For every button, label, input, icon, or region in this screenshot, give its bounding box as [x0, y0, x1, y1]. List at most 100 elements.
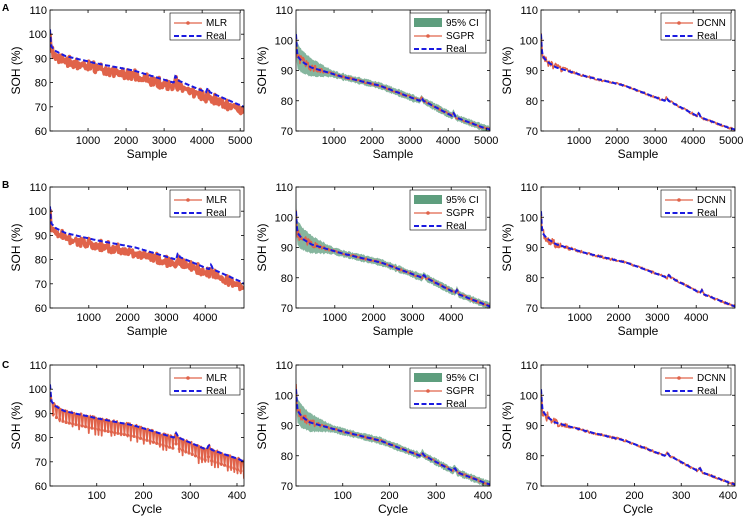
x-tick-label: 300 [672, 490, 690, 502]
legend-pred-marker [186, 198, 190, 202]
x-axis-label: Sample [618, 147, 659, 161]
y-tick-label: 80 [281, 273, 293, 285]
plot-area [541, 389, 735, 486]
pred-marker [135, 435, 139, 439]
pred-marker [226, 464, 230, 468]
legend-real-label: Real [206, 208, 227, 219]
pred-marker [83, 425, 88, 429]
pred-marker [100, 428, 104, 432]
pred-series [50, 209, 244, 292]
legend-real-label: Real [697, 208, 718, 219]
pred-series [541, 212, 735, 307]
row-label-b: B [2, 180, 9, 191]
legend: DCNN Real [660, 189, 732, 219]
y-tick-label: 110 [520, 182, 538, 194]
pred-marker [103, 429, 107, 433]
panel-b-mid: 70 80 90 100 110 1000 2000 3000 4000 Sample SOH (%… [255, 182, 491, 338]
real-series [50, 384, 244, 463]
axes-box [49, 9, 245, 132]
y-tick-label: 110 [520, 5, 538, 17]
axes-box [49, 364, 245, 487]
x-tick-label: 2000 [605, 135, 629, 147]
pred-marker [58, 417, 62, 421]
pred-marker [223, 463, 227, 467]
x-tick-label: 100 [334, 490, 352, 502]
y-tick-label: 90 [526, 421, 538, 433]
x-tick-label: 100 [88, 490, 106, 502]
pred-series [50, 33, 244, 116]
pred-marker [203, 458, 207, 462]
pred-marker [61, 419, 65, 423]
x-tick-label: 1000 [322, 135, 346, 147]
panel-c-right: 70 80 90 100 110 100 200 300 400 Cycle SOH (%) DCNN… [500, 360, 737, 516]
x-tick-label: 2000 [360, 135, 384, 147]
pred-marker [216, 461, 220, 465]
pred-marker [174, 442, 178, 446]
legend-pred-label: MLR [206, 195, 227, 206]
legend-real-label: Real [697, 31, 718, 42]
y-tick-label: 80 [35, 78, 47, 90]
x-axis-label: Sample [373, 324, 414, 338]
pred-marker [161, 443, 165, 447]
x-tick-label: 4000 [684, 312, 708, 324]
panel-b-right: 70 80 90 100 110 1000 2000 3000 4000 Sample SOH (%… [500, 182, 736, 338]
panel-b-left: 60 70 80 90 100 110 1000 2000 3000 4000 Sample SOH … [9, 182, 245, 338]
x-tick-label: 3000 [154, 312, 178, 324]
real-series [541, 389, 735, 486]
y-tick-label: 110 [29, 360, 47, 372]
legend-pred-label: DCNN [697, 18, 726, 29]
y-tick-label: 90 [526, 243, 538, 255]
y-axis-label: SOH (%) [9, 401, 23, 449]
legend-ci-swatch [414, 195, 442, 204]
pred-marker [122, 432, 126, 437]
y-tick-label: 110 [29, 182, 47, 194]
x-tick-label: 200 [380, 490, 398, 502]
x-tick-label: 4000 [439, 312, 463, 324]
x-tick-label: 3000 [645, 312, 669, 324]
x-axis-label: Cycle [623, 502, 653, 516]
panel-a-mid: 70 80 90 100 110 1000 2000 3000 4000 5000 Sample SO… [255, 5, 498, 161]
pred-marker [210, 459, 214, 463]
y-tick-label: 70 [281, 126, 293, 138]
legend-pred-marker [426, 211, 430, 215]
y-tick-label: 70 [35, 279, 47, 291]
y-axis-label: SOH (%) [255, 223, 269, 271]
y-tick-label: 70 [281, 481, 293, 493]
legend-box [169, 367, 241, 396]
legend-ci-swatch [414, 373, 442, 382]
pred-marker [197, 455, 201, 459]
y-tick-label: 70 [35, 457, 47, 469]
x-tick-label: 1000 [567, 135, 591, 147]
x-tick-label: 1000 [323, 312, 347, 324]
pred-marker [106, 429, 110, 433]
y-tick-label: 80 [281, 96, 293, 108]
legend-ci-swatch [414, 18, 442, 27]
plot-area [296, 20, 490, 131]
y-tick-label: 90 [281, 421, 293, 433]
pred-marker [180, 448, 185, 452]
y-tick-label: 70 [35, 102, 47, 114]
pred-series [296, 383, 490, 486]
pred-series [541, 33, 735, 131]
legend-ci-label: 95% CI [446, 195, 479, 206]
plot-area [296, 376, 490, 486]
legend: 95% CI SGPR Real [409, 189, 487, 232]
y-axis-label: SOH (%) [9, 223, 23, 271]
pred-marker [177, 447, 181, 451]
pred-marker [184, 450, 188, 454]
pred-marker [80, 424, 84, 428]
pred-marker [155, 441, 159, 445]
pred-marker [213, 460, 217, 464]
y-tick-label: 90 [35, 230, 47, 242]
legend: 95% CI SGPR Real [409, 367, 487, 410]
x-axis-label: Cycle [378, 502, 408, 516]
x-tick-label: 400 [719, 490, 737, 502]
y-tick-label: 100 [520, 212, 538, 224]
row-label-c: C [2, 360, 9, 371]
ci-band [296, 376, 490, 486]
panel-grid: 60 70 80 90 100 110 1000 2000 3000 4000 5000 Sample… [9, 5, 743, 516]
pred-marker [96, 427, 101, 432]
y-tick-label: 80 [35, 433, 47, 445]
pred-marker [71, 422, 75, 426]
legend: MLR Real [169, 189, 241, 219]
